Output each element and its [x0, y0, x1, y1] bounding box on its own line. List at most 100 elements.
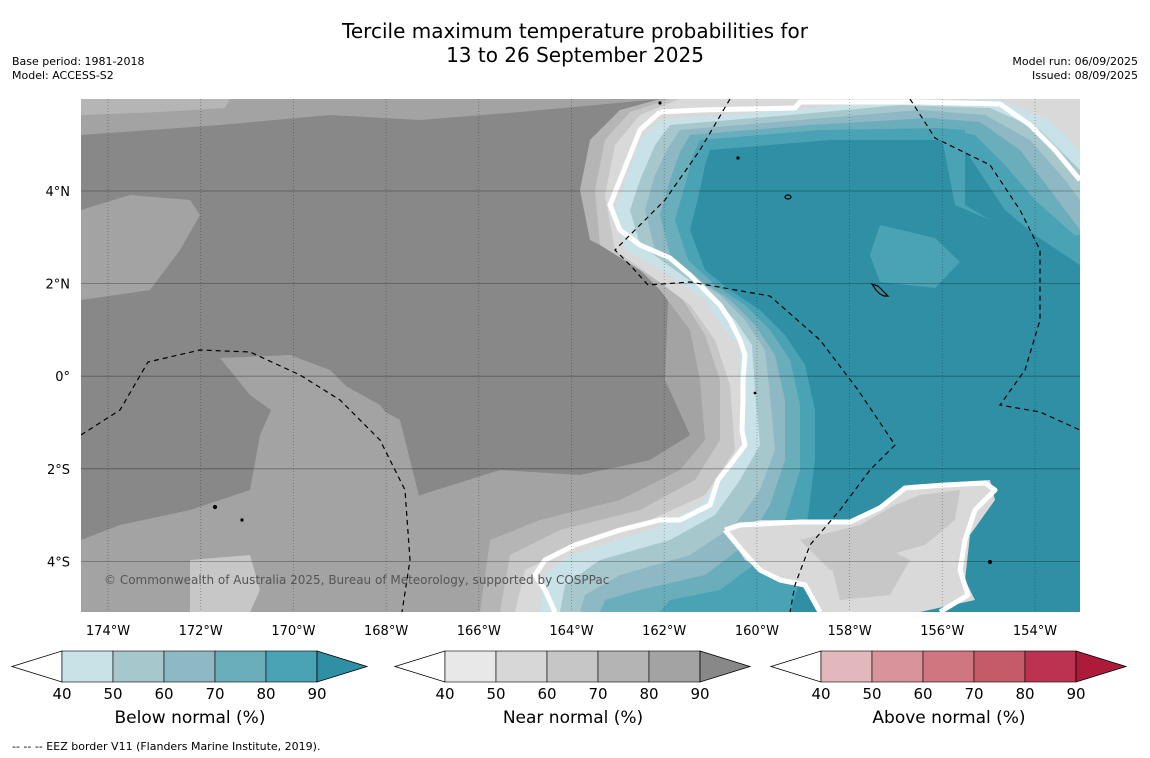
eez-border-west [81, 349, 411, 612]
near-normal-se-50-60 [800, 490, 960, 570]
colorbar-tick-label: 70 [964, 685, 983, 703]
colorbar-extend-min [10, 650, 63, 683]
colorbar-1: 40 50 60 70 80 90 [393, 650, 752, 703]
near-normal-70-80-area [81, 99, 690, 540]
longitude-tick-label: 174°W [86, 624, 130, 639]
below-normal-pocket [870, 225, 960, 288]
longitude-tick-label: 166°W [457, 624, 501, 639]
colorbar-tick-label: 80 [1015, 685, 1034, 703]
colorbar-0: 40 50 60 70 80 90 [10, 650, 369, 703]
map-title: Tercile maximum temperature probabilitie… [0, 19, 1150, 67]
colorbar-segment [597, 650, 650, 683]
colorbar-extend-max [1075, 650, 1128, 683]
colorbar-segment [444, 650, 497, 683]
colorbar-extend-min [393, 650, 446, 683]
colorbar-tick-label: 80 [256, 685, 275, 703]
islet-1 [736, 156, 740, 160]
colorbar-segment [820, 650, 873, 683]
colorbar-tick-label: 60 [537, 685, 556, 703]
longitude-tick-label: 172°W [179, 624, 223, 639]
colorbar-tick-label: 40 [811, 685, 830, 703]
colorbar-tick-label: 70 [205, 685, 224, 703]
title-line-1: Tercile maximum temperature probabilitie… [342, 19, 808, 43]
near-normal-pocket-central [220, 355, 420, 535]
longitude-tick-label: 156°W [920, 624, 964, 639]
gridlines [81, 99, 1080, 612]
longitude-tick-label: 160°W [735, 624, 779, 639]
longitude-tick-label: 154°W [1013, 624, 1057, 639]
near-normal-se-pocket [830, 545, 910, 600]
colorbar-segment [871, 650, 924, 683]
probability-field [81, 99, 1080, 612]
latitude-tick-label: 4°N [46, 185, 71, 200]
model-info: Base period: 1981-2018 Model: ACCESS-S2 [12, 55, 144, 83]
below-normal-label: Below normal (%) [114, 708, 266, 728]
islet-5 [987, 559, 993, 565]
contour-lines [532, 99, 1080, 612]
colorbar-extend-max [316, 650, 369, 683]
latitude-tick-label: 2°S [47, 463, 70, 478]
longitude-tick-label: 164°W [549, 624, 593, 639]
colorbar-segment [495, 650, 548, 683]
atoll-2 [870, 282, 890, 297]
colorbar-segment [546, 650, 599, 683]
issued-date: Issued: 08/09/2025 [1031, 69, 1138, 82]
contour-se-upper [724, 480, 998, 612]
islet-3 [212, 504, 218, 510]
eez-borders [81, 99, 1080, 612]
colorbar-2: 40 50 60 70 80 90 [769, 650, 1128, 703]
longitude-tick-label: 170°W [271, 624, 315, 639]
land-features [212, 101, 993, 565]
longitude-tick-label: 162°W [642, 624, 686, 639]
longitude-tick-label: 168°W [364, 624, 408, 639]
contour-se-lower [723, 528, 823, 612]
near-normal-pocket-north [81, 99, 230, 115]
colorbar-segment [265, 650, 318, 683]
near-normal-label: Near normal (%) [502, 708, 644, 728]
colorbar-tick-label: 40 [52, 685, 71, 703]
near-normal-pocket-south [190, 555, 260, 612]
longitude-tick-label: 158°W [828, 624, 872, 639]
near-normal-pocket-west [81, 195, 200, 300]
atoll-1 [784, 194, 792, 200]
colorbar-tick-label: 70 [588, 685, 607, 703]
colorbar-tick-label: 50 [862, 685, 881, 703]
contour-north [659, 99, 1080, 182]
colorbar-segment [973, 650, 1026, 683]
eez-border-east [909, 99, 1080, 431]
colorbar-tick-label: 40 [435, 685, 454, 703]
below-normal-east-band [940, 128, 1080, 265]
title-line-2: 13 to 26 September 2025 [446, 43, 704, 67]
colorbar-tick-label: 80 [639, 685, 658, 703]
latitude-labels: 4°N 2°N 0° 2°S 4°S [46, 185, 71, 570]
colorbar-tick-label: 90 [307, 685, 326, 703]
colorbar-segment [112, 650, 165, 683]
colorbar-segment [61, 650, 114, 683]
colorbar-segment [1024, 650, 1077, 683]
eez-border-central [614, 99, 896, 612]
colorbar-segment [214, 650, 267, 683]
eez-footnote: -- -- -- EEZ border V11 (Flanders Marine… [12, 740, 321, 753]
colorbar-tick-label: 50 [486, 685, 505, 703]
islet-2 [658, 101, 662, 105]
islet-4 [240, 518, 244, 522]
colorbar-extend-max [699, 650, 752, 683]
colorbars: 40 50 60 70 80 90 40 50 60 70 80 90 40 50 60 70 80 90 [10, 650, 1128, 703]
run-info: Model run: 06/09/2025 Issued: 08/09/2025 [1012, 55, 1138, 83]
colorbar-tick-label: 90 [690, 685, 709, 703]
colorbar-extend-min [769, 650, 822, 683]
latitude-tick-label: 2°N [46, 278, 71, 293]
base-period: Base period: 1981-2018 [12, 55, 145, 68]
copyright-text: © Commonwealth of Australia 2025, Bureau… [104, 573, 609, 587]
colorbar-tick-label: 60 [154, 685, 173, 703]
colorbar-segment [163, 650, 216, 683]
colorbar-segment [922, 650, 975, 683]
colorbar-segment [648, 650, 701, 683]
contour-west [532, 110, 748, 612]
longitude-labels: 174°W 172°W 170°W 168°W 166°W 164°W 162°W 160°W… [86, 624, 1057, 639]
near-normal-southeast [725, 480, 995, 612]
colorbar-tick-label: 90 [1066, 685, 1085, 703]
above-normal-label: Above normal (%) [872, 708, 1026, 728]
colorbar-tick-label: 60 [913, 685, 932, 703]
